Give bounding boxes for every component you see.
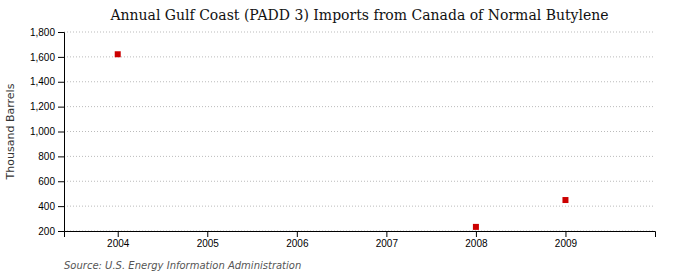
point	[115, 51, 121, 57]
tick: 1,200	[30, 101, 64, 112]
plot: 2004 2005 2006 2007 2008 2009 200 400 600 800 1,00…	[30, 27, 656, 249]
grid-line	[64, 81, 655, 82]
tick-label: 200	[38, 226, 55, 237]
point	[562, 197, 568, 203]
tick: 2008	[465, 231, 488, 249]
tick: 2007	[376, 231, 399, 249]
tick-mark	[58, 181, 64, 182]
tick-label: 800	[38, 151, 55, 162]
tick-label: 400	[38, 201, 55, 212]
tick-label: 600	[38, 176, 55, 187]
grid-line	[64, 181, 655, 182]
tick-label: 1,600	[30, 52, 55, 63]
tick-mark	[58, 132, 64, 133]
tick-mark	[118, 231, 119, 237]
tick-mark	[386, 231, 387, 237]
tick-label: 2007	[376, 238, 399, 249]
tick-label: 1,200	[30, 101, 55, 112]
source: Source: U.S. Energy Information Administ…	[64, 260, 301, 271]
y-axis-label: Thousand Barrels	[4, 83, 17, 180]
tick: 1,000	[30, 126, 64, 137]
tick: 2006	[286, 231, 309, 249]
tick-label: 2008	[465, 238, 488, 249]
tick-label: 2005	[197, 238, 220, 249]
tick: 1,800	[30, 27, 64, 38]
tick: 200	[38, 226, 64, 237]
grid-line	[64, 106, 655, 107]
tick-mark	[58, 206, 64, 207]
tick-mark	[297, 231, 298, 237]
points	[115, 51, 569, 230]
tick-mark	[58, 156, 64, 157]
tick-mark	[58, 107, 64, 108]
tick-mark	[207, 231, 208, 237]
tick-label: 2006	[286, 238, 309, 249]
grid-line	[64, 32, 655, 33]
axis-line	[65, 232, 656, 238]
tick-mark	[58, 32, 64, 33]
tick-mark	[476, 231, 477, 237]
tick-label: 1,000	[30, 126, 55, 137]
tick-label: 1,800	[30, 27, 55, 38]
tick: 2005	[197, 231, 220, 249]
tick: 2009	[555, 231, 578, 249]
y-axis: 200 400 600 800 1,000 1,200 1,400 1,600 1,800	[30, 27, 65, 237]
grid-line	[64, 156, 655, 157]
tick: 1,600	[30, 52, 64, 63]
x-axis: 2004 2005 2006 2007 2008 2009	[65, 231, 656, 249]
tick: 400	[38, 201, 64, 212]
tick-label: 2009	[555, 238, 578, 249]
tick-mark	[565, 231, 566, 237]
grid	[64, 32, 655, 231]
grid-line	[64, 56, 655, 57]
axis-line	[58, 33, 65, 232]
tick: 2004	[107, 231, 130, 249]
tick-label: 2004	[107, 238, 130, 249]
title: Annual Gulf Coast (PADD 3) Imports from …	[109, 7, 608, 23]
tick-label: 1,400	[30, 76, 55, 87]
tick-mark	[58, 82, 64, 83]
chart: 2004 2005 2006 2007 2008 2009 200 400 600 800 1,00…	[0, 0, 675, 275]
tick: 800	[38, 151, 64, 162]
tick-mark	[58, 57, 64, 58]
point	[473, 224, 479, 230]
tick-mark	[58, 231, 64, 232]
tick: 600	[38, 176, 64, 187]
grid-line	[64, 206, 655, 207]
grid-line	[64, 131, 655, 132]
tick: 1,400	[30, 76, 64, 87]
